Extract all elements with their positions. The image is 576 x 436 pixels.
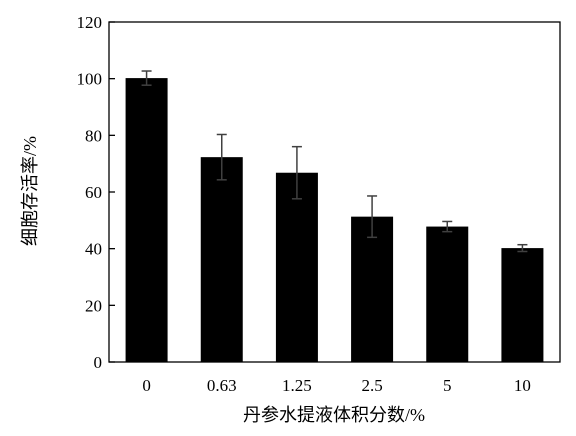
y-tick-label: 40 [85, 240, 102, 259]
x-tick-label: 10 [514, 376, 531, 395]
x-tick-label: 0.63 [207, 376, 237, 395]
bar [426, 226, 469, 362]
x-axis-label: 丹参水提液体积分数/% [243, 405, 425, 425]
error-bar [141, 70, 152, 86]
x-tick-label: 2.5 [361, 376, 382, 395]
x-tick-label: 0 [142, 376, 151, 395]
plot-frame [108, 21, 561, 363]
bar [275, 172, 318, 362]
error-bar [216, 133, 227, 181]
y-tick-label: 100 [77, 70, 103, 89]
x-tick-label: 1.25 [282, 376, 312, 395]
error-bars-layer [141, 70, 528, 253]
bars-layer [125, 78, 544, 362]
bar [501, 248, 544, 362]
y-tick-label: 60 [85, 183, 102, 202]
y-axis-label: 细胞存活率/% [20, 136, 40, 246]
bar [200, 157, 243, 362]
y-tick-label: 120 [77, 13, 103, 32]
error-bar [367, 195, 378, 239]
y-tick-label: 0 [94, 353, 103, 372]
x-tick-label: 5 [443, 376, 452, 395]
error-bar [517, 243, 528, 253]
error-bar [442, 220, 453, 233]
y-tick-label: 20 [85, 296, 102, 315]
y-tick-label: 80 [85, 126, 102, 145]
bar [125, 78, 168, 362]
error-bar [291, 145, 302, 200]
bar [351, 216, 394, 362]
axes-layer [108, 21, 561, 363]
